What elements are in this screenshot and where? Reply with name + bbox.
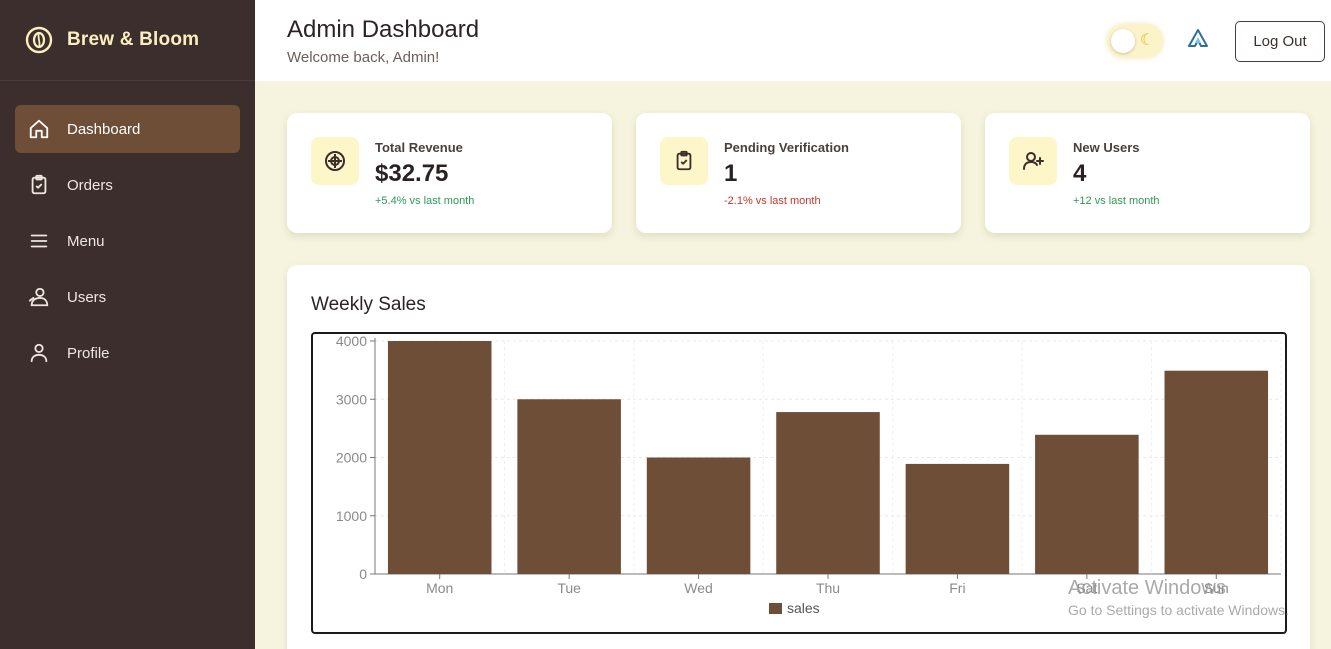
bar-mon xyxy=(387,341,492,574)
chart-title: Weekly Sales xyxy=(311,294,426,315)
stat-trend: -2.1% vs last month xyxy=(724,195,821,207)
y-tick-label: 3000 xyxy=(336,391,367,407)
stat-card-new-users: New Users 4 +12 vs last month xyxy=(985,113,1310,233)
home-icon xyxy=(27,117,51,141)
logout-button[interactable]: Log Out xyxy=(1235,21,1325,62)
sidebar-item-profile[interactable]: Profile xyxy=(15,329,240,377)
clipboard-check-icon xyxy=(27,173,51,197)
stat-label: New Users xyxy=(1073,140,1140,155)
clipboard-check-icon xyxy=(660,137,708,185)
stat-value: 1 xyxy=(724,160,738,187)
y-tick-label: 2000 xyxy=(336,450,367,466)
bar-fri xyxy=(905,463,1010,574)
bar-tue xyxy=(517,399,621,574)
sidebar-item-label: Users xyxy=(67,288,107,306)
weekly-sales-chart: 0 1000 2000 3000 4000 Mon Tue Wed Thu Fri Sat Sun sa… xyxy=(311,332,1287,634)
users-icon xyxy=(27,285,51,309)
brand[interactable]: Brew & Bloom xyxy=(0,0,255,81)
page-title: Admin Dashboard xyxy=(287,16,480,43)
sidebar-item-menu[interactable]: Menu xyxy=(15,217,240,265)
x-tick-label: Wed xyxy=(684,580,713,596)
x-tick-label: Tue xyxy=(557,580,581,596)
user-icon xyxy=(27,341,51,365)
x-tick-label: Sun xyxy=(1204,580,1229,596)
x-tick-label: Fri xyxy=(949,580,965,596)
moon-icon: ☾ xyxy=(1140,32,1155,49)
sidebar-item-label: Profile xyxy=(67,344,110,362)
y-tick-label: 1000 xyxy=(336,508,367,524)
sidebar-item-users[interactable]: Users xyxy=(15,273,240,321)
bar-thu xyxy=(776,412,880,574)
y-tick-label: 4000 xyxy=(336,334,367,349)
sidebar-item-orders[interactable]: Orders xyxy=(15,161,240,209)
stat-value: 4 xyxy=(1073,160,1087,187)
stat-card-pending-verification: Pending Verification 1 -2.1% vs last mon… xyxy=(636,113,961,233)
bar-sat xyxy=(1035,434,1139,574)
sidebar-nav: Dashboard Orders Menu Users Profile xyxy=(0,81,255,377)
coffee-bean-icon xyxy=(24,25,54,55)
app-logo-icon[interactable] xyxy=(1187,28,1209,50)
sidebar-item-label: Dashboard xyxy=(67,120,141,138)
user-plus-icon xyxy=(1009,137,1057,185)
stat-trend: +5.4% vs last month xyxy=(375,195,475,207)
stat-card-total-revenue: Total Revenue $32.75 +5.4% vs last month xyxy=(287,113,612,233)
toggle-knob xyxy=(1111,29,1135,53)
stat-label: Pending Verification xyxy=(724,140,849,155)
legend-label: sales xyxy=(787,600,820,616)
legend-swatch xyxy=(769,603,782,614)
sidebar-item-label: Menu xyxy=(67,232,105,250)
x-tick-label: Mon xyxy=(426,580,453,596)
brand-name: Brew & Bloom xyxy=(67,29,200,50)
sales-chart-svg: 0 1000 2000 3000 4000 Mon Tue Wed Thu Fri Sat Sun sa… xyxy=(336,334,1282,616)
bar-wed xyxy=(646,457,751,574)
stat-label: Total Revenue xyxy=(375,140,463,155)
theme-toggle[interactable]: ☾ xyxy=(1107,24,1163,58)
sidebar-item-dashboard[interactable]: Dashboard xyxy=(15,105,240,153)
menu-lines-icon xyxy=(27,229,51,253)
y-tick-label: 0 xyxy=(359,566,367,582)
page-subtitle: Welcome back, Admin! xyxy=(287,49,440,66)
weekly-sales-panel: Weekly Sales 0 1000 2000 3000 4000 Mon Tue Wed T… xyxy=(287,265,1310,649)
x-tick-label: Sat xyxy=(1076,580,1097,596)
stat-value: $32.75 xyxy=(375,160,449,187)
stat-trend: +12 vs last month xyxy=(1073,195,1160,207)
x-tick-label: Thu xyxy=(816,580,840,596)
sidebar: Brew & Bloom Dashboard Orders Menu Users xyxy=(0,0,255,649)
dollar-circle-icon xyxy=(311,137,359,185)
bar-sun xyxy=(1164,370,1269,574)
sidebar-item-label: Orders xyxy=(67,176,113,194)
top-header: Admin Dashboard Welcome back, Admin! ☾ L… xyxy=(255,0,1331,81)
